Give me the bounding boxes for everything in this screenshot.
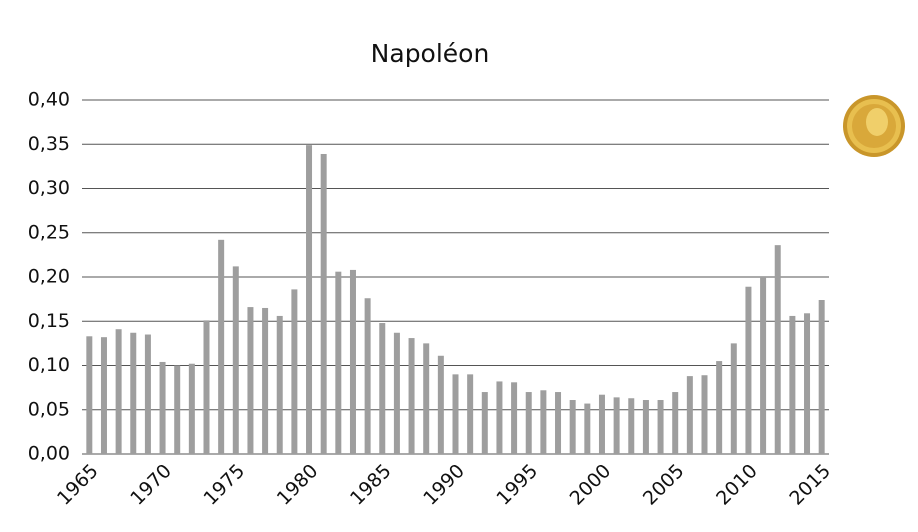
bar [218, 239, 225, 454]
bar [174, 365, 181, 454]
bar [569, 400, 576, 454]
x-tick-label: 2005 [639, 460, 689, 510]
bar [393, 332, 400, 454]
chart-title: Napoléon [371, 39, 490, 68]
bar [525, 392, 532, 454]
x-tick-label: 2015 [785, 460, 835, 510]
bar [511, 382, 518, 454]
bar [159, 361, 166, 454]
bar [291, 289, 298, 454]
y-tick-label: 0,15 [28, 310, 70, 332]
bar [613, 397, 620, 454]
bar [144, 334, 151, 454]
bar [320, 153, 327, 455]
x-tick-label: 2010 [712, 460, 762, 510]
y-tick-label: 0,30 [28, 177, 70, 199]
bar [584, 403, 591, 454]
bar [642, 400, 649, 454]
bar [306, 145, 313, 454]
bar [481, 392, 488, 454]
bar [86, 336, 93, 454]
coin-icon [843, 95, 905, 157]
bar [774, 245, 781, 454]
bar [262, 307, 269, 454]
bar [598, 394, 605, 454]
bar [540, 390, 547, 454]
y-tick-label: 0,10 [28, 354, 70, 376]
bar [349, 269, 356, 454]
x-tick-label: 1990 [419, 460, 469, 510]
x-tick-label: 1975 [199, 460, 249, 510]
bar [188, 363, 195, 454]
x-tick-label: 1995 [492, 460, 542, 510]
y-tick-label: 0,35 [28, 133, 70, 155]
bar [232, 266, 239, 454]
bar [276, 315, 283, 454]
bar [364, 298, 371, 454]
bar [437, 355, 444, 454]
x-tick-label: 1985 [346, 460, 396, 510]
x-tick-label: 2000 [566, 460, 616, 510]
bar [789, 315, 796, 454]
bar [467, 374, 474, 454]
bar [115, 329, 122, 454]
y-tick-label: 0,20 [28, 266, 70, 288]
bar [716, 361, 723, 454]
bar [628, 398, 635, 454]
bar [100, 337, 107, 454]
bar [247, 307, 254, 454]
bar [804, 313, 811, 454]
bar [408, 338, 415, 454]
y-tick-label: 0,05 [28, 398, 70, 420]
bar [379, 323, 386, 454]
y-tick-label: 0,25 [28, 221, 70, 243]
x-tick-label: 1965 [53, 460, 103, 510]
bar [423, 343, 430, 454]
bar [335, 271, 342, 454]
bar [452, 374, 459, 454]
bar [672, 392, 679, 454]
bar [745, 286, 752, 454]
y-tick-label: 0,00 [28, 443, 70, 465]
bar [496, 381, 503, 454]
bar [203, 320, 210, 454]
bar [657, 400, 664, 454]
bar [130, 332, 137, 454]
bar [730, 343, 737, 454]
bar [686, 376, 693, 454]
x-tick-label: 1970 [126, 460, 176, 510]
bar [701, 375, 708, 454]
bar [555, 392, 562, 454]
bar [818, 300, 825, 454]
bar [760, 277, 767, 454]
x-tick-label: 1980 [273, 460, 323, 510]
y-tick-label: 0,40 [28, 89, 70, 111]
